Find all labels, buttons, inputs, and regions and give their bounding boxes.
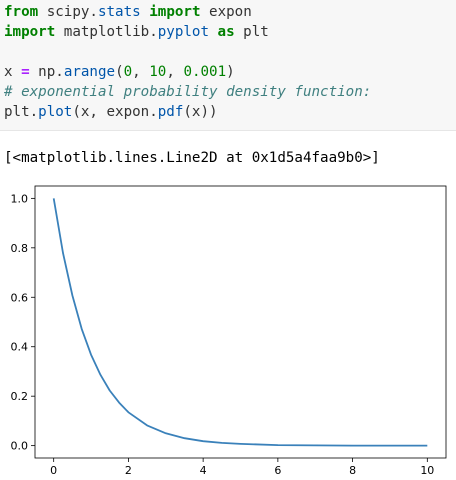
module-attr: pyplot: [157, 24, 209, 40]
variable: x: [4, 64, 22, 80]
module-name: scipy.: [38, 4, 98, 20]
y-tick-label: 0.4: [11, 341, 29, 354]
code-line-1: from scipy.stats import expon: [4, 2, 252, 22]
plot-frame: [34, 185, 447, 459]
number-literal: 10: [149, 64, 167, 80]
paren: ): [226, 64, 235, 80]
keyword-from: from: [4, 4, 39, 20]
code-line-4: x = np.arange(0, 10, 0.001): [4, 62, 235, 82]
module-ref: plt.: [4, 104, 39, 120]
module-name: matplotlib.: [55, 24, 158, 40]
module-attr: stats: [97, 4, 141, 20]
number-literal: 0.001: [183, 64, 227, 80]
comma: ,: [132, 64, 150, 80]
y-tick-label: 0.6: [11, 291, 29, 304]
x-tick-label: 10: [420, 464, 434, 477]
x-tick-label: 6: [274, 464, 281, 477]
series-line: [52, 198, 428, 447]
function-name: pdf: [157, 104, 184, 120]
cell-output-text: [<matplotlib.lines.Line2D at 0x1d5a4faa9…: [4, 150, 380, 166]
code-cell[interactable]: from scipy.stats import expon import mat…: [0, 0, 456, 131]
space: [209, 24, 218, 40]
line-chart: 0 2 4 6 8 10 0.0 0.2 0.4 0.6 0.8 1.0: [11, 185, 447, 477]
y-tick-label: 0.2: [11, 390, 29, 403]
code-line-2: import matplotlib.pyplot as plt: [4, 22, 269, 42]
keyword-import: import: [4, 24, 56, 40]
code-comment: # exponential probability density functi…: [4, 84, 372, 100]
code-line-6: plt.plot(x, expon.pdf(x)): [4, 102, 218, 122]
imported-name: expon: [200, 4, 252, 20]
x-tick-label: 0: [50, 464, 57, 477]
x-tick-label: 2: [125, 464, 132, 477]
keyword-as: as: [217, 24, 235, 40]
y-tick-label: 1.0: [11, 192, 29, 205]
y-tick-label: 0.0: [11, 440, 29, 453]
call-args: (x)): [183, 104, 218, 120]
call-args: (x, expon.: [72, 104, 158, 120]
y-tick-label: 0.8: [11, 242, 29, 255]
number-literal: 0: [123, 64, 133, 80]
module-ref: np.: [29, 64, 64, 80]
comma: ,: [166, 64, 184, 80]
operator-assign: =: [21, 64, 30, 80]
x-tick-label: 4: [200, 464, 207, 477]
paren: (: [115, 64, 124, 80]
space: [141, 4, 150, 20]
keyword-import: import: [149, 4, 201, 20]
code-line-5: # exponential probability density functi…: [4, 82, 371, 102]
function-name: arange: [63, 64, 116, 80]
function-name: plot: [38, 104, 73, 120]
alias-name: plt: [234, 24, 269, 40]
x-tick-label: 8: [349, 464, 356, 477]
